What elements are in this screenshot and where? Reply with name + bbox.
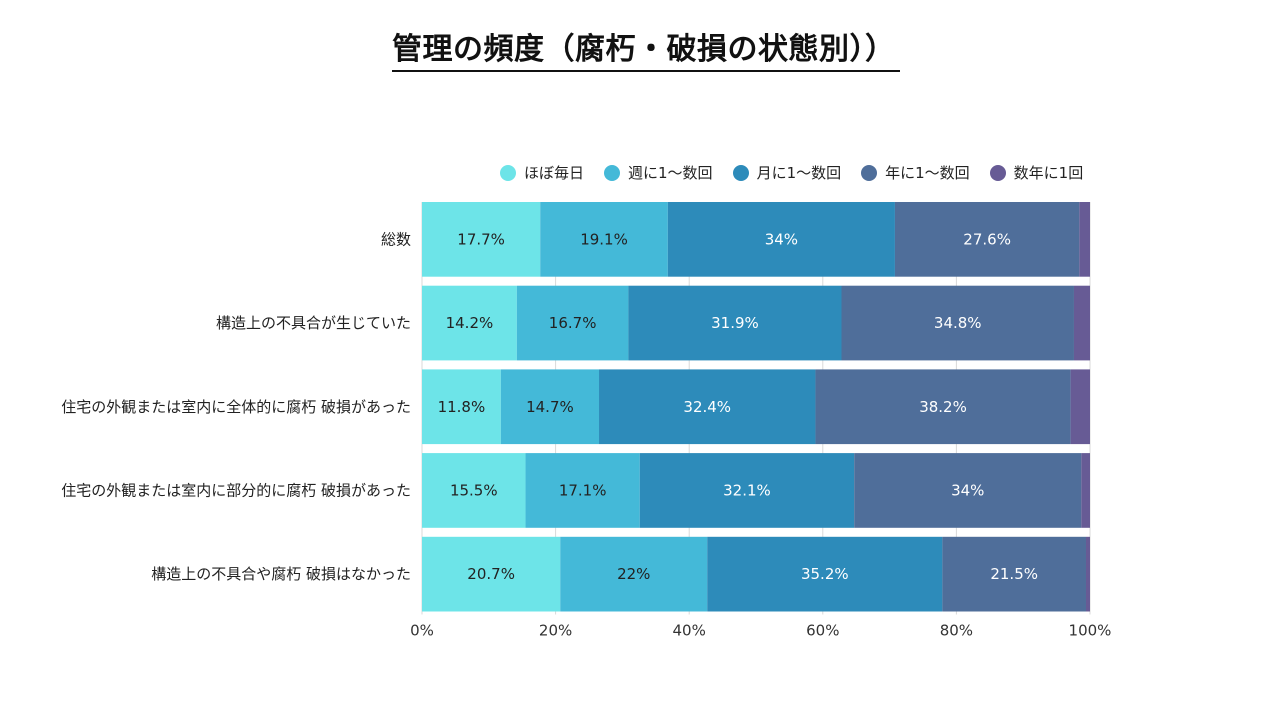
category-label: 住宅の外観または室内に全体的に腐朽 破損があった bbox=[61, 398, 411, 416]
x-tick-label: 20% bbox=[539, 622, 572, 640]
data-label: 14.2% bbox=[446, 314, 494, 332]
bar-segment bbox=[1079, 202, 1090, 277]
bar-segment bbox=[422, 453, 526, 528]
x-tick-label: 60% bbox=[806, 622, 839, 640]
category-label: 構造上の不具合や腐朽 破損はなかった bbox=[151, 565, 411, 583]
data-label: 34% bbox=[951, 481, 984, 499]
data-label: 34% bbox=[765, 230, 798, 248]
bar-segment bbox=[1073, 285, 1090, 361]
legend-swatch bbox=[989, 164, 1006, 181]
bar-segment bbox=[628, 285, 842, 361]
data-label: 32.4% bbox=[683, 398, 731, 416]
bar-segment bbox=[540, 202, 668, 277]
category-label: 総数 bbox=[381, 230, 411, 248]
bar-segment bbox=[639, 453, 855, 528]
data-label: 22% bbox=[617, 565, 650, 583]
x-tick-label: 0% bbox=[410, 622, 434, 640]
bar-segment bbox=[516, 285, 629, 361]
legend-label: 月に1～数回 bbox=[756, 164, 842, 182]
data-label: 27.6% bbox=[963, 230, 1011, 248]
data-label: 34.8% bbox=[934, 314, 982, 332]
data-label: 31.9% bbox=[711, 314, 759, 332]
x-tick-label: 100% bbox=[1069, 622, 1112, 640]
legend-swatch bbox=[732, 164, 749, 181]
category-label: 住宅の外観または室内に部分的に腐朽 破損があった bbox=[61, 481, 411, 499]
legend-item: ほぼ毎日 bbox=[500, 162, 584, 183]
legend-swatch bbox=[500, 164, 516, 181]
data-label: 35.2% bbox=[801, 565, 849, 583]
data-label: 11.8% bbox=[438, 398, 486, 416]
data-label: 17.1% bbox=[559, 481, 607, 499]
legend-swatch bbox=[604, 164, 621, 181]
legend-item: 週に1～数回 bbox=[604, 162, 713, 183]
bar-segment bbox=[422, 536, 561, 612]
legend-item: 数年に1回 bbox=[989, 162, 1084, 183]
bar-segment bbox=[599, 369, 816, 445]
data-label: 16.7% bbox=[549, 314, 597, 332]
bar-segment bbox=[560, 536, 708, 612]
bar-segment bbox=[500, 369, 600, 445]
bar-segment bbox=[422, 369, 501, 445]
legend-item: 年に1～数回 bbox=[861, 162, 970, 183]
bar-segment bbox=[525, 453, 640, 528]
data-label: 15.5% bbox=[450, 481, 498, 499]
data-label: 32.1% bbox=[723, 481, 771, 499]
legend-label: 年に1～数回 bbox=[885, 164, 970, 182]
data-label: 19.1% bbox=[580, 230, 628, 248]
bar-segment bbox=[854, 453, 1082, 528]
data-label: 17.7% bbox=[457, 230, 505, 248]
legend-swatch bbox=[861, 164, 878, 181]
bar-segment bbox=[422, 202, 541, 277]
bar-segment bbox=[942, 536, 1086, 612]
data-label: 38.2% bbox=[919, 398, 967, 416]
legend-label: ほぼ毎日 bbox=[524, 164, 585, 182]
bar-segment bbox=[841, 285, 1074, 361]
chart-title: 管理の頻度（腐朽・破損の状態別）） bbox=[392, 30, 900, 72]
bar-segment bbox=[667, 202, 895, 277]
data-label: 21.5% bbox=[990, 565, 1038, 583]
chart-legend: ほぼ毎日 週に1～数回 月に1～数回 年に1～数回 数年に1回 bbox=[500, 162, 1083, 183]
bar-segment bbox=[1085, 536, 1090, 612]
bar-segment bbox=[1070, 369, 1090, 445]
bar-segment bbox=[815, 369, 1071, 445]
bar-segment bbox=[707, 536, 943, 612]
data-label: 14.7% bbox=[526, 398, 574, 416]
data-label: 20.7% bbox=[467, 565, 515, 583]
bar-segment bbox=[1081, 453, 1090, 528]
bar-segment bbox=[422, 285, 517, 361]
x-tick-label: 40% bbox=[673, 622, 706, 640]
legend-label: 週に1～数回 bbox=[628, 164, 713, 182]
legend-label: 数年に1回 bbox=[1013, 164, 1084, 182]
legend-item: 月に1～数回 bbox=[732, 162, 842, 183]
category-label: 構造上の不具合が生じていた bbox=[216, 314, 411, 332]
bar-segment bbox=[894, 202, 1080, 277]
x-tick-label: 80% bbox=[940, 622, 973, 640]
